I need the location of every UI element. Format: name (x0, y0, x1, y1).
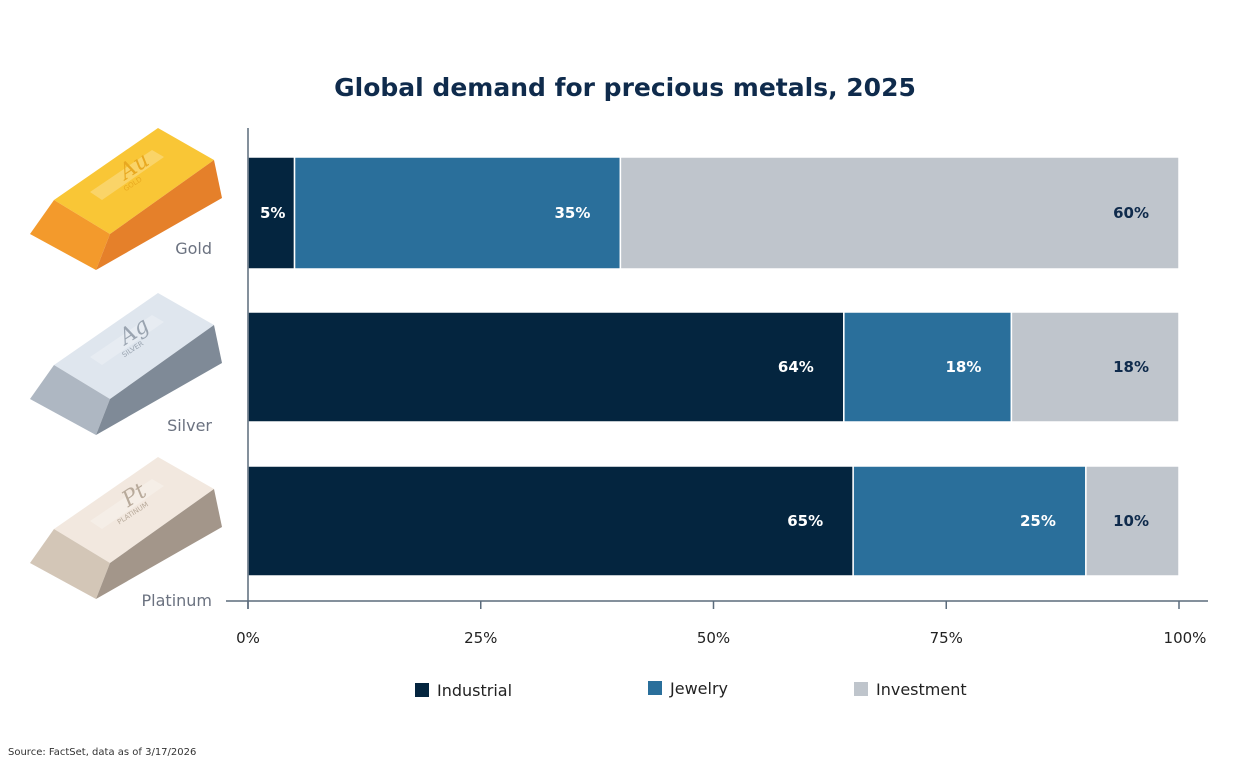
x-tick-label: 0% (236, 629, 260, 647)
ingot-side-face (96, 160, 222, 270)
chart-title: Global demand for precious metals, 2025 (334, 73, 916, 102)
ingot-side-face (96, 489, 222, 599)
category-label-gold: Gold (175, 239, 212, 258)
bar-silver-industrial (247, 311, 845, 423)
legend-label-jewelry: Jewelry (669, 679, 728, 698)
ingot-highlight (90, 479, 164, 529)
ingot-highlight (90, 315, 164, 365)
bar-silver-investment (1010, 311, 1180, 423)
bar-gold-jewelry (293, 156, 622, 270)
x-tick-label: 75% (930, 629, 963, 647)
legend-label-investment: Investment (876, 680, 967, 699)
legend-swatch-industrial (415, 683, 429, 697)
data-label-platinum-investment: 10% (1113, 512, 1149, 530)
legend-swatch-jewelry (648, 681, 662, 695)
data-label-gold-industrial: 5% (260, 204, 285, 222)
ingot-front-face (30, 529, 110, 599)
ingot-top-face (54, 457, 214, 563)
category-label-platinum: Platinum (142, 591, 212, 610)
x-tick-label: 25% (464, 629, 497, 647)
bar-platinum-investment (1085, 465, 1180, 577)
ingot-front-face (30, 200, 110, 270)
data-label-gold-investment: 60% (1113, 204, 1149, 222)
x-tick-label: 50% (697, 629, 730, 647)
ingot-top-face (54, 293, 214, 399)
data-label-platinum-industrial: 65% (787, 512, 823, 530)
data-label-gold-jewelry: 35% (554, 204, 590, 222)
bar-gold-investment (619, 156, 1180, 270)
data-label-silver-investment: 18% (1113, 358, 1149, 376)
category-label-silver: Silver (167, 416, 212, 435)
source-note: Source: FactSet, data as of 3/17/2026 (8, 747, 196, 758)
bar-silver-jewelry (843, 311, 1013, 423)
legend-label-industrial: Industrial (437, 681, 512, 700)
bars: 5% 35% 60% 64% 18% 18% 65% 25% 10% (247, 156, 1180, 577)
bar-platinum-jewelry (852, 465, 1087, 577)
legend: Industrial Jewelry Investment (415, 679, 967, 700)
bar-platinum-industrial (247, 465, 854, 577)
ingot-side-face (96, 325, 222, 435)
ingot-top-face (54, 128, 214, 234)
data-label-platinum-jewelry: 25% (1020, 512, 1056, 530)
x-tick-label: 100% (1164, 629, 1207, 647)
legend-swatch-investment (854, 682, 868, 696)
ingot-front-face (30, 365, 110, 435)
data-label-silver-jewelry: 18% (946, 358, 982, 376)
ingot-highlight (90, 150, 164, 200)
axes: 0% 25% 50% 75% 100% (226, 128, 1208, 647)
data-label-silver-industrial: 64% (778, 358, 814, 376)
